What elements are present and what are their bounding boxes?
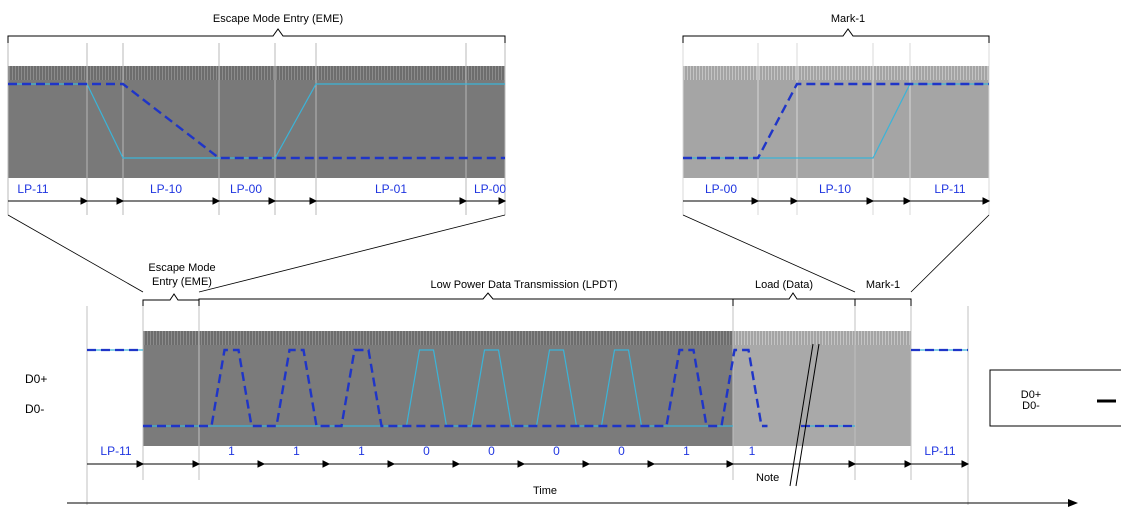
d0-neg-data-wave	[143, 349, 733, 427]
legend-neg-label: D0-	[1022, 400, 1040, 412]
legend-pos-label: D0+	[1021, 389, 1042, 401]
cell-arrow-head	[136, 460, 145, 468]
signal-neg-label: D0-	[25, 402, 44, 416]
eme-zoom-state-3: LP-00	[230, 182, 262, 196]
signal-pos-label: D0+	[25, 372, 47, 386]
mark1-zoom-state-2: LP-10	[819, 182, 851, 196]
eme-zoom-brace	[7, 28, 506, 43]
main-band-light	[733, 345, 911, 446]
end-state-label: LP-11	[924, 444, 955, 458]
time-label: Time	[533, 485, 557, 497]
break-marks	[789, 343, 820, 487]
load-brace	[732, 292, 856, 306]
cell-arrow-head	[517, 460, 526, 468]
cell-arrow-head	[904, 460, 913, 468]
bit-label: 0	[488, 444, 495, 458]
eme-label-line1: Escape Mode	[148, 262, 215, 274]
bit-label: 1	[293, 444, 300, 458]
eme-zoom-band	[8, 80, 505, 178]
mark1-zoom-state-3: LP-11	[934, 182, 965, 196]
bit-label: 1	[749, 444, 756, 458]
lpdt-brace	[198, 292, 734, 306]
bit-label: 1	[228, 444, 235, 458]
load-label: Load (Data)	[755, 279, 813, 291]
bit-label: 0	[553, 444, 560, 458]
legend: D0+ D0-	[989, 369, 1121, 427]
main-band-light-top	[733, 331, 911, 345]
eme-zoom-state-5: LP-00	[474, 182, 506, 196]
bit-label: 1	[358, 444, 365, 458]
cell-arrow-head	[452, 460, 461, 468]
eme-brace	[142, 293, 200, 306]
legend-box	[989, 369, 1121, 427]
eme-zoom-state-2: LP-10	[150, 182, 182, 196]
mark1-zoom-dividers	[682, 43, 990, 215]
mark1-zoom-band	[683, 80, 989, 178]
main-dividers	[86, 306, 969, 505]
bit-labels: 1 1 1 0 0 0 0 1 1	[228, 444, 756, 458]
zoom-connector-lines	[7, 214, 990, 293]
bit-label: 0	[618, 444, 625, 458]
main-band-dark	[143, 345, 733, 446]
eme-zoom-title: Escape Mode Entry (EME)	[213, 13, 343, 25]
mark1-zoom-d0-pos-wave	[683, 82, 989, 160]
cell-arrow-head	[192, 460, 201, 468]
time-axis	[67, 499, 1078, 507]
eme-zoom-band-top	[8, 66, 505, 80]
bit-label: 1	[683, 444, 690, 458]
eme-zoom-state-1: LP-11	[17, 182, 48, 196]
cell-arrow-head	[582, 460, 591, 468]
main-timing: Escape Mode Entry (EME) Low Power Data T…	[25, 262, 1078, 507]
mark1-brace	[854, 298, 912, 306]
cell-arrow-head	[322, 460, 331, 468]
mark1-zoom-panel: Mark-1 LP-00 LP-10 LP-11	[682, 13, 991, 215]
note-label: Note	[756, 472, 779, 484]
eme-zoom-state-4: LP-01	[375, 182, 407, 196]
cell-arrow-head	[726, 460, 735, 468]
eme-zoom-d0-pos-wave	[8, 82, 505, 160]
cell-arrow-head	[961, 460, 970, 468]
idle-level-lines	[87, 348, 968, 428]
eme-zoom-time-arrows	[8, 197, 507, 205]
d0-pos-data-wave	[143, 348, 768, 428]
cell-arrow-head	[647, 460, 656, 468]
mark1-zoom-time-arrows	[683, 197, 991, 205]
eme-zoom-panel: Escape Mode Entry (EME) LP-11 LP-10 LP-0…	[7, 13, 507, 215]
eme-zoom-dividers	[7, 43, 506, 215]
mark1-label: Mark-1	[866, 279, 900, 291]
cell-arrow-head	[387, 460, 396, 468]
lpdt-label: Low Power Data Transmission (LPDT)	[430, 279, 617, 291]
cell-arrow-head	[257, 460, 266, 468]
bit-label: 0	[423, 444, 430, 458]
mark1-zoom-title: Mark-1	[831, 13, 865, 25]
cell-arrows	[87, 460, 970, 468]
start-state-label: LP-11	[100, 444, 131, 458]
cell-arrow-head	[848, 460, 857, 468]
main-band-dark-top	[143, 331, 733, 345]
mark1-zoom-band-top	[683, 66, 989, 80]
mark1-zoom-brace	[682, 28, 990, 43]
mark1-zoom-state-1: LP-00	[705, 182, 737, 196]
eme-label-line2: Entry (EME)	[152, 276, 212, 288]
